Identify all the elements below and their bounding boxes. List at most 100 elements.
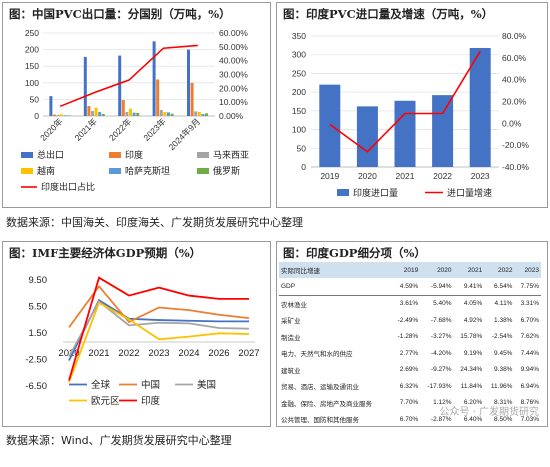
legend-swatch [109, 168, 121, 174]
table-cell: GDP [279, 278, 392, 296]
table-cell: 15.78% [460, 333, 483, 341]
table-header-cell: 实际同比增速 [279, 262, 392, 278]
bar [132, 112, 136, 116]
table-cell: 7.75% [514, 278, 541, 296]
x-tick-label: 2019 [320, 171, 339, 181]
table-cell: 9.38% [494, 366, 513, 374]
bar [205, 113, 208, 116]
x-tick-label: 2024 [178, 348, 199, 359]
bar [394, 100, 416, 167]
legend-swatch [21, 152, 33, 158]
legend-swatch [197, 168, 209, 174]
table-cell: 4.05% [463, 300, 483, 308]
table-cell: 1.12% [433, 399, 452, 407]
y-right-tick-label: 10.00% [219, 97, 248, 107]
y-right-tick-label: 60.0% [502, 53, 527, 63]
table-cell: 6.40% [463, 415, 483, 423]
table-row: 农林渔业 3.61% 5.40% 4.05% 4.11% 3.31% [279, 295, 541, 312]
table-cell: 11.96% [490, 382, 513, 390]
series-line [329, 50, 481, 153]
table-cell: -5.94% [420, 278, 454, 296]
y-tick-label: 5.50 [29, 302, 48, 313]
y-left-tick-label: 150 [292, 106, 306, 116]
imf-gdp-chart: 9.50 5.50 1.50 -2.50 -6.50 2020 2021 2022 2023 20… [25, 275, 259, 407]
table-cell: 2.69% [399, 366, 419, 374]
legend-label: 俄罗斯 [213, 165, 240, 176]
legend-label: 总出口 [37, 149, 64, 160]
table-cell: 9.19% [463, 349, 483, 357]
table-cell: 7.03% [520, 415, 539, 423]
y-right-tick-label: 50.00% [219, 42, 248, 52]
y-left-tick-label: 100 [292, 125, 306, 135]
legend-label: 越南 [37, 165, 55, 176]
x-tick-label: 2021 [88, 348, 109, 359]
table-cell: -3.27% [430, 333, 452, 341]
y-tick-label: 9.50 [29, 275, 48, 286]
legend-label: 进口量增速 [447, 187, 492, 198]
table-row: 制造业 -1.28% -3.27% 15.78% -2.54% 7.62% [279, 329, 541, 346]
bar [156, 79, 160, 116]
bar [197, 112, 201, 116]
table-cell: -1.28% [397, 333, 419, 341]
series-line [68, 276, 249, 381]
source-note: 数据来源：中国海关、印度海关、广发期货发展研究中心整理 [6, 216, 303, 229]
table-row: 金融、保险、房地产及商业服务 7.70% 1.12% 6.20% 8.31% 8.76% [279, 395, 541, 412]
legend-label: 印度出口占比 [41, 181, 95, 192]
bar [83, 56, 87, 116]
legend-label: 马来西亚 [213, 150, 249, 160]
table-cell: 贸易、酒店、运输及通讯业 [281, 384, 359, 392]
bar [129, 108, 132, 116]
table-header-cell: 2023 [514, 262, 541, 278]
bar [152, 41, 156, 116]
table-cell: -2.49% [397, 316, 419, 324]
bar [67, 115, 71, 116]
table-cell: 4.11% [494, 300, 513, 308]
series-line [68, 301, 250, 383]
legend-swatch [197, 152, 209, 158]
y-left-tick-label: 0 [301, 162, 306, 172]
table-cell: 制造业 [281, 334, 301, 342]
table-cell: 6.70% [520, 316, 539, 324]
table-header-row: 实际同比增速 2019 2020 2021 2022 2023 [279, 262, 541, 278]
x-tick-label: 2022 [118, 348, 139, 359]
legend-swatch [21, 168, 33, 174]
bar [190, 82, 194, 116]
y-left-tick-label: 0 [34, 111, 39, 121]
table-cell: 3.61% [399, 300, 419, 308]
legend-label: 美国 [197, 379, 216, 391]
bar [63, 115, 67, 116]
table-cell: 8.31% [494, 399, 513, 407]
y-right-tick-label: 20.00% [219, 83, 248, 93]
bar [167, 112, 170, 116]
x-tick-label: 2023 [148, 348, 169, 359]
table-row: 采矿业 -2.49% -7.68% 4.92% 1.38% 6.70% [279, 312, 541, 329]
table-cell: 6.70% [399, 415, 419, 423]
table-cell: -17.93% [427, 382, 452, 390]
x-tick-label: 2022 [433, 171, 452, 181]
bar [136, 113, 140, 116]
table-cell: 金融、保险、房地产及商业服务 [281, 400, 372, 408]
y-right-tick-label: 30.00% [219, 70, 248, 80]
bar [163, 112, 167, 116]
y-left-tick-label: 150 [25, 61, 39, 71]
table-cell: 24.34% [460, 366, 483, 374]
bar [121, 100, 125, 116]
y-tick-label: -6.50 [25, 381, 47, 392]
table-row: 贸易、酒店、运输及通讯业 6.32% -17.93% 11.84% 11.96% 6.94… [279, 378, 541, 395]
table-cell: -7.68% [430, 316, 452, 324]
x-tick-label: 2026 [208, 348, 229, 359]
bar [469, 47, 491, 167]
legend-label: 欧元区 [91, 395, 120, 407]
panel-india-gdp-breakdown: 图：印度GDP细分项（%） 实际同比增速 2019 2020 2021 2022 2023… [276, 241, 548, 427]
bar [356, 106, 378, 167]
table-cell: 8.76% [520, 399, 539, 407]
x-tick-label: 2021 [396, 171, 415, 181]
legend-swatch [109, 152, 121, 158]
china-pvc-export-chart: 0 50 100 150 200 250 0.00% 10.00% 20.00% 30.00% 40… [21, 28, 249, 192]
bar [159, 110, 163, 116]
bar [56, 115, 60, 116]
table-header-cell: 2022 [484, 262, 515, 278]
legend-label: 中国 [141, 379, 160, 391]
bar [170, 113, 174, 116]
bar [53, 114, 56, 116]
